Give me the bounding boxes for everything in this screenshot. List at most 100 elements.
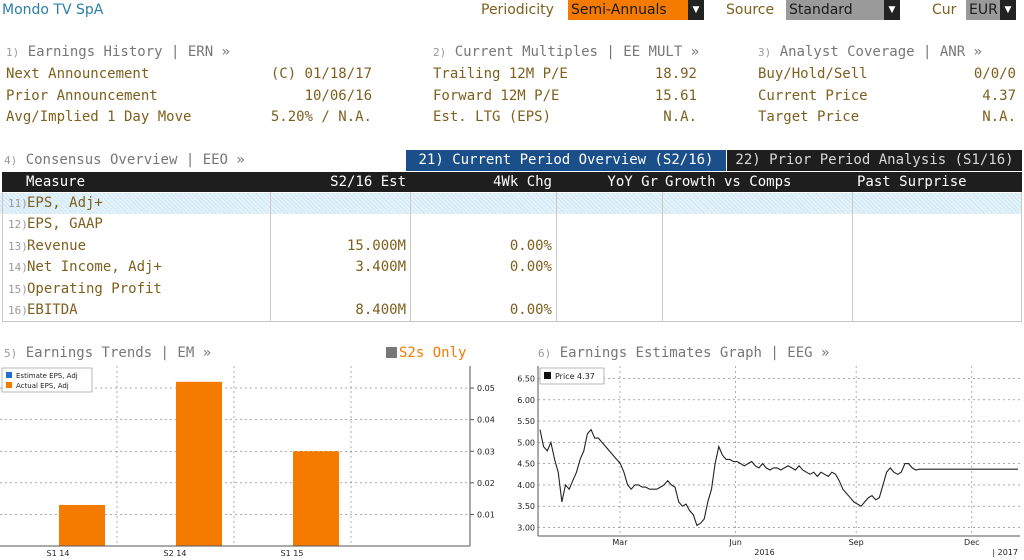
y-tick-label: 5.50 xyxy=(517,417,535,426)
x-tick-label: Jun xyxy=(728,538,742,547)
y-tick-label: 0.03 xyxy=(477,447,495,456)
currency-dropdown[interactable]: EUR ▼ xyxy=(966,0,1016,20)
row-value: N.A. xyxy=(663,109,697,125)
source-label: Source xyxy=(726,2,775,18)
panel-index: 1) xyxy=(6,46,20,59)
table-row[interactable]: 14) Net Income, Adj+ 3.400M 0.00% xyxy=(0,257,1022,278)
table-bottom-border xyxy=(2,321,1022,322)
s2s-only-toggle[interactable]: S2s Only xyxy=(386,345,466,361)
periodicity-label: Periodicity xyxy=(481,2,554,18)
column-divider xyxy=(852,192,853,322)
security-title: Mondo TV SpA xyxy=(2,2,104,18)
legend-label-estimate: Estimate EPS, Adj xyxy=(16,372,78,380)
column-divider xyxy=(270,192,271,322)
row-4wk-chg: 0.00% xyxy=(509,238,552,254)
chart-legend xyxy=(1,367,93,393)
row-measure: EPS, GAAP xyxy=(27,216,103,232)
analyst-coverage-header[interactable]: 3) Analyst Coverage | ANR » xyxy=(758,44,982,60)
column-header-measure[interactable]: Measure xyxy=(26,174,86,190)
row-index: 11) xyxy=(8,197,28,210)
column-divider xyxy=(410,192,411,322)
row-index: 12) xyxy=(8,218,28,231)
row-label: Buy/Hold/Sell xyxy=(758,66,868,82)
row-value: N.A. xyxy=(982,109,1016,125)
row-estimate: 8.400M xyxy=(355,302,406,318)
source-value: Standard xyxy=(789,2,853,18)
panel-title: Current Multiples | EE MULT » xyxy=(454,44,700,60)
bar-actual-eps xyxy=(176,381,222,546)
chevron-down-icon[interactable]: ▼ xyxy=(884,0,900,20)
panel-index: 5) xyxy=(4,347,18,360)
y-tick-label: 0.02 xyxy=(477,479,495,488)
bar-actual-eps xyxy=(293,451,339,546)
x-tick-label: Sep xyxy=(849,538,864,547)
y-tick-label: 4.50 xyxy=(517,460,535,469)
table-row[interactable]: 11) EPS, Adj+ xyxy=(0,193,1022,214)
row-index: 14) xyxy=(8,261,28,274)
y-tick-label: 6.50 xyxy=(517,375,535,384)
table-row[interactable]: 15) Operating Profit xyxy=(0,279,1022,300)
panel-index: 3) xyxy=(758,46,772,59)
periodicity-value: Semi-Annuals xyxy=(571,2,667,18)
table-header: Measure S2/16 Est 4Wk Chg YoY Gr Growth … xyxy=(2,172,1022,192)
row-label: Est. LTG (EPS) xyxy=(433,109,552,125)
row-value: 15.61 xyxy=(654,88,697,104)
y-tick-label: 0.05 xyxy=(477,384,495,393)
row-measure: Operating Profit xyxy=(27,281,162,297)
row-label: Prior Announcement xyxy=(6,88,158,104)
chart-legend xyxy=(539,367,605,385)
chevron-down-icon[interactable]: ▼ xyxy=(688,0,704,20)
earnings-trends-chart: 0.01 0.02 0.03 0.04 0.05 S1 14 S2 14 S1 15 Est… xyxy=(0,366,495,558)
column-header-growth-vs-comps[interactable]: Growth vs Comps xyxy=(665,174,792,190)
row-label: Avg/Implied 1 Day Move xyxy=(6,109,192,125)
row-label: Target Price xyxy=(758,109,860,125)
current-multiples-header[interactable]: 2) Current Multiples | EE MULT » xyxy=(433,44,699,60)
earnings-graph-header[interactable]: 6) Earnings Estimates Graph | EEG » xyxy=(538,345,829,361)
y-tick-label: 6.00 xyxy=(517,396,535,405)
row-index: 15) xyxy=(8,283,28,296)
price-line xyxy=(539,428,1018,527)
s2s-only-label: S2s Only xyxy=(399,345,467,361)
bar-actual-eps xyxy=(59,504,105,546)
legend-label-actual: Actual EPS, Adj xyxy=(16,382,69,390)
row-index: 13) xyxy=(8,240,28,253)
row-label: Trailing 12M P/E xyxy=(433,66,568,82)
row-index: 16) xyxy=(8,304,28,317)
column-header-estimate[interactable]: S2/16 Est xyxy=(330,174,406,190)
column-header-yoy-gr[interactable]: YoY Gr xyxy=(607,174,658,190)
row-estimate: 15.000M xyxy=(346,238,406,254)
earnings-trends-header[interactable]: 5) Earnings Trends | EM » xyxy=(4,345,211,361)
panel-index: 2) xyxy=(433,46,447,59)
source-dropdown[interactable]: Standard ▼ xyxy=(786,0,900,20)
column-header-past-surprise[interactable]: Past Surprise xyxy=(857,174,967,190)
row-label: Forward 12M P/E xyxy=(433,88,560,104)
y-tick-label: 4.00 xyxy=(517,481,535,490)
table-row[interactable]: 16) EBITDA 8.400M 0.00% xyxy=(0,300,1022,321)
x-year-label: 2016 xyxy=(754,548,774,557)
row-label: Current Price xyxy=(758,88,868,104)
column-divider xyxy=(2,192,3,322)
table-row[interactable]: 13) Revenue 15.000M 0.00% xyxy=(0,236,1022,257)
tab-current-period[interactable]: 21) Current Period Overview (S2/16) xyxy=(406,150,726,171)
currency-value: EUR xyxy=(969,2,998,18)
column-header-4wk-chg[interactable]: 4Wk Chg xyxy=(492,174,552,190)
row-value: 10/06/16 xyxy=(304,88,372,104)
x-tick-label: Dec xyxy=(964,538,979,547)
chevron-down-icon[interactable]: ▼ xyxy=(1000,0,1016,20)
row-measure: EPS, Adj+ xyxy=(27,195,103,211)
panel-index: 6) xyxy=(538,347,552,360)
row-value: (C) 01/18/17 xyxy=(270,66,372,82)
earnings-history-header[interactable]: 1) Earnings History | ERN » xyxy=(6,44,230,60)
row-estimate: 3.400M xyxy=(355,259,406,275)
consensus-header[interactable]: 4) Consensus Overview | EEO » xyxy=(4,152,245,168)
tab-prior-period[interactable]: 22) Prior Period Analysis (S1/16) xyxy=(727,150,1022,171)
checkbox-icon[interactable] xyxy=(386,347,397,358)
row-value: 0/0/0 xyxy=(973,66,1016,82)
periodicity-dropdown[interactable]: Semi-Annuals ▼ xyxy=(568,0,704,20)
y-tick-label: 0.01 xyxy=(477,510,495,519)
legend-swatch-price xyxy=(544,372,551,379)
x-year-label: | 2017 xyxy=(992,548,1018,557)
x-tick-label: S2 14 xyxy=(164,549,187,558)
table-row[interactable]: 12) EPS, GAAP xyxy=(0,214,1022,235)
panel-title: Analyst Coverage | ANR » xyxy=(779,44,982,60)
